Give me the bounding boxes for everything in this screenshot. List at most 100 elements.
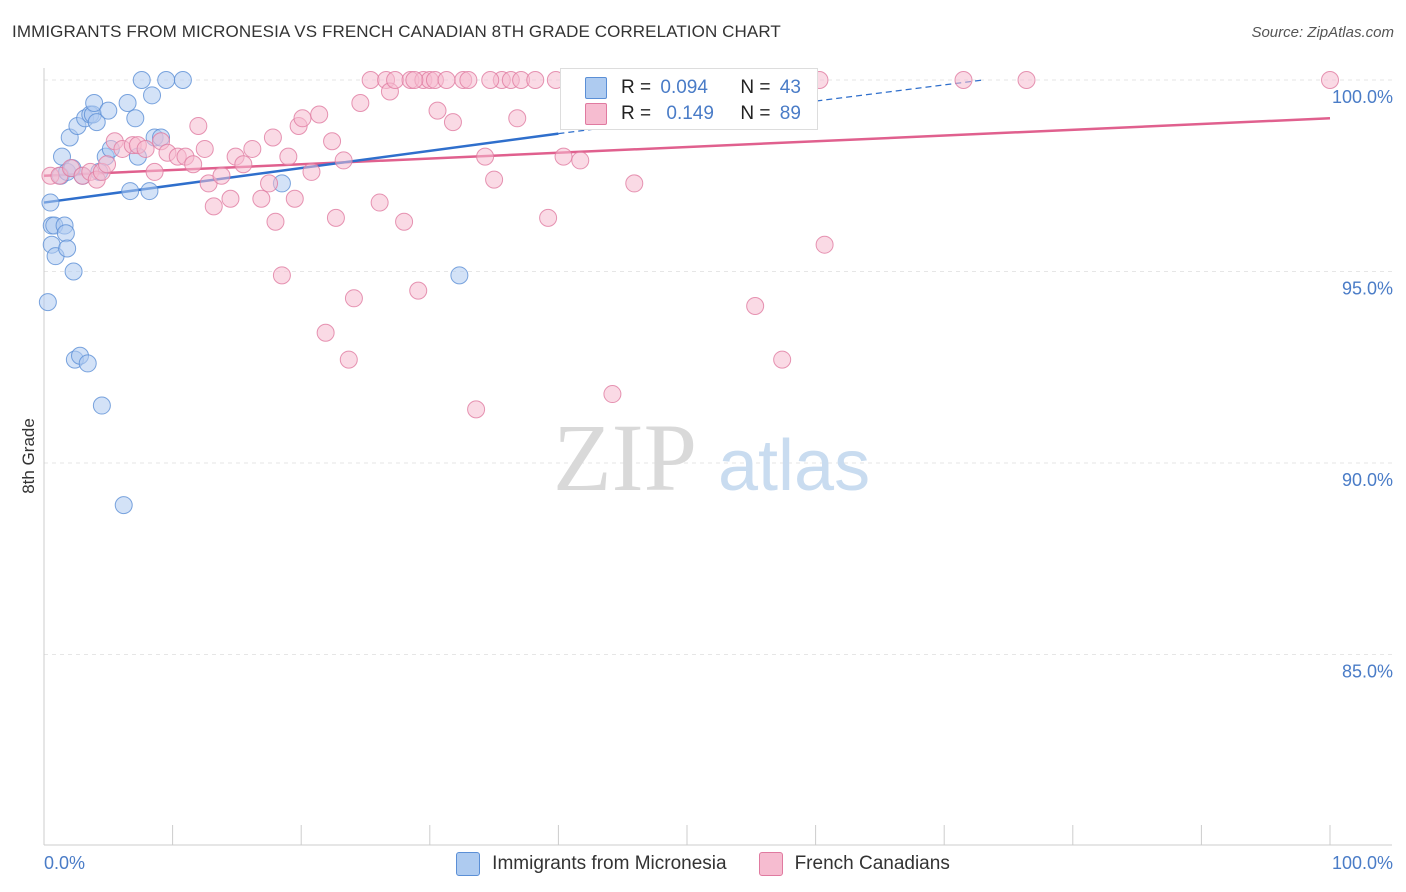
legend-row-french-canadians: R = 0.149 N = 89	[585, 101, 801, 127]
point-french-canadian	[476, 147, 495, 166]
bottom-legend-french-canadians[interactable]: French Canadians	[758, 852, 950, 876]
point-french-canadian	[409, 281, 428, 300]
point-french-canadian	[539, 208, 558, 227]
legend-n-label: N =	[740, 77, 771, 98]
legend-r-label: R =	[621, 103, 652, 124]
point-french-canadian	[746, 296, 765, 315]
x-tick-label: 100.0%	[1332, 853, 1393, 873]
point-french-canadian	[204, 197, 223, 216]
y-tick-label: 90.0%	[1342, 470, 1393, 490]
point-micronesia	[78, 354, 97, 373]
point-french-canadian	[508, 109, 527, 128]
y-tick-label: 100.0%	[1332, 87, 1393, 107]
point-micronesia	[121, 182, 140, 201]
data-points	[38, 71, 1339, 515]
point-french-canadian	[467, 400, 486, 419]
legend-swatch-micronesia	[585, 77, 607, 99]
point-french-canadian	[405, 71, 424, 89]
watermark-zip: ZIP	[553, 404, 697, 511]
point-french-canadian	[260, 174, 279, 193]
point-french-canadian	[773, 350, 792, 369]
point-french-canadian	[145, 162, 164, 181]
point-french-canadian	[485, 170, 504, 189]
bottom-legend-swatch-french-canadians	[758, 852, 783, 876]
point-micronesia	[140, 182, 159, 201]
point-french-canadian	[395, 212, 414, 231]
y-tick-label: 85.0%	[1342, 662, 1393, 682]
point-french-canadian	[1017, 71, 1036, 89]
point-micronesia	[99, 101, 118, 120]
point-micronesia	[64, 262, 83, 281]
point-french-canadian	[302, 162, 321, 181]
point-micronesia	[92, 396, 111, 415]
point-french-canadian	[184, 155, 203, 174]
point-micronesia	[87, 113, 106, 132]
bottom-legend-label: Immigrants from Micronesia	[492, 853, 727, 874]
point-micronesia	[143, 86, 162, 105]
point-french-canadian	[252, 189, 271, 208]
point-french-canadian	[316, 323, 335, 342]
point-micronesia	[126, 109, 145, 128]
legend-n-value: 89	[779, 103, 801, 124]
point-french-canadian	[212, 166, 231, 185]
point-french-canadian	[189, 116, 208, 135]
watermark: ZIP atlas	[553, 404, 870, 511]
point-french-canadian	[351, 93, 370, 112]
point-micronesia	[118, 93, 137, 112]
point-french-canadian	[310, 105, 329, 124]
point-french-canadian	[554, 147, 573, 166]
point-french-canadian	[603, 385, 622, 404]
point-french-canadian	[481, 71, 500, 89]
legend-n-label: N =	[740, 103, 771, 124]
x-tick-label: 0.0%	[44, 853, 85, 873]
point-french-canadian	[443, 113, 462, 132]
point-french-canadian	[459, 71, 478, 89]
point-french-canadian	[136, 139, 155, 158]
point-french-canadian	[526, 71, 545, 89]
legend-swatch-french-canadians	[585, 103, 607, 125]
point-french-canadian	[625, 174, 644, 193]
point-french-canadian	[437, 71, 456, 89]
point-french-canadian	[326, 208, 345, 227]
bottom-legend-micronesia[interactable]: Immigrants from Micronesia	[456, 852, 727, 876]
point-french-canadian	[571, 151, 590, 170]
watermark-atlas: atlas	[718, 426, 870, 506]
trend-line-french-canadians	[43, 117, 1331, 177]
point-french-canadian	[243, 139, 262, 158]
point-french-canadian	[954, 71, 973, 89]
legend-r-value: 0.094	[660, 77, 708, 98]
chart-title: IMMIGRANTS FROM MICRONESIA VS FRENCH CAN…	[12, 22, 781, 41]
point-micronesia	[58, 239, 77, 258]
point-micronesia	[157, 71, 176, 89]
legend-r-value: 0.149	[666, 103, 714, 124]
legend-r-label: R =	[621, 77, 652, 98]
bottom-legend: Immigrants from Micronesia French Canadi…	[0, 852, 1406, 876]
legend-n-value: 43	[779, 77, 801, 98]
point-micronesia	[173, 71, 192, 89]
point-french-canadian	[263, 128, 282, 147]
point-french-canadian	[344, 289, 363, 308]
bottom-legend-swatch-micronesia	[456, 852, 481, 876]
point-french-canadian	[334, 151, 353, 170]
point-french-canadian	[1321, 71, 1339, 89]
point-french-canadian	[195, 139, 214, 158]
point-french-canadian	[98, 155, 117, 174]
point-french-canadian	[815, 235, 834, 254]
point-french-canadian	[323, 132, 342, 151]
point-micronesia	[85, 93, 104, 112]
point-french-canadian	[221, 189, 240, 208]
point-french-canadian	[428, 101, 447, 120]
point-micronesia	[38, 293, 57, 312]
point-french-canadian	[285, 189, 304, 208]
point-french-canadian	[234, 155, 253, 174]
point-micronesia	[41, 193, 60, 212]
point-micronesia	[132, 71, 151, 89]
point-micronesia	[56, 224, 75, 243]
point-french-canadian	[279, 147, 298, 166]
source-label: Source: ZipAtlas.com	[1251, 24, 1394, 41]
legend-row-micronesia: R = 0.094 N = 43	[585, 75, 801, 101]
point-french-canadian	[370, 193, 389, 212]
point-french-canadian	[361, 71, 380, 89]
point-french-canadian	[272, 266, 291, 285]
legend-box: R = 0.094 N = 43 R = 0.149 N = 89	[560, 68, 818, 130]
